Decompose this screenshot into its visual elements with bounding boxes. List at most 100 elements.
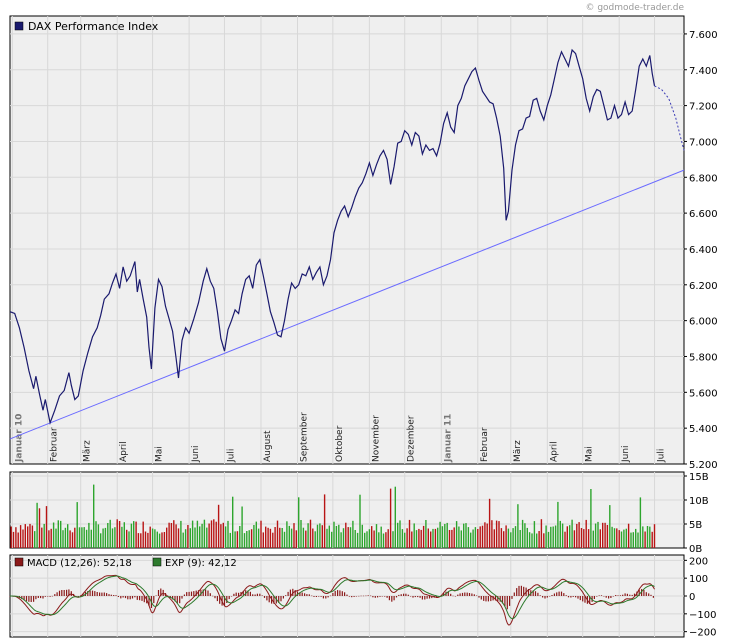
volume-bar <box>213 519 215 548</box>
volume-bar <box>500 528 503 548</box>
macd-histogram-bar <box>327 596 329 598</box>
macd-histogram-bar <box>403 593 405 596</box>
volume-bar <box>625 528 627 548</box>
macd-histogram-bar <box>113 595 115 596</box>
volume-bar <box>587 529 590 548</box>
macd-histogram-bar <box>464 592 466 596</box>
macd-histogram-bar <box>325 596 327 599</box>
macd-histogram-bar <box>351 596 353 598</box>
volume-bar <box>116 519 118 548</box>
volume-bar <box>64 527 67 548</box>
volume-bar <box>199 526 201 548</box>
volume-bar <box>208 523 210 548</box>
volume-bar <box>338 524 340 548</box>
volume-bar <box>394 486 396 548</box>
macd-histogram-bar <box>511 596 513 599</box>
macd-histogram-bar <box>499 596 501 602</box>
volume-bar <box>342 528 345 548</box>
macd-histogram-bar <box>450 593 452 596</box>
volume-bar <box>60 520 62 548</box>
macd-histogram-bar <box>37 596 39 598</box>
volume-bar <box>559 520 561 548</box>
volume-bar <box>319 523 321 548</box>
price-panel <box>9 15 685 465</box>
month-label: Juli <box>657 449 667 463</box>
volume-bar <box>653 524 656 548</box>
volume-bar <box>298 497 300 548</box>
macd-histogram-bar <box>141 596 143 601</box>
volume-bar <box>637 532 639 548</box>
macd-histogram-bar <box>546 596 548 598</box>
volume-bar <box>224 526 227 548</box>
month-label: September <box>300 412 310 462</box>
volume-bar <box>189 528 191 548</box>
macd-histogram-bar <box>174 596 176 602</box>
volume-bar <box>422 525 425 548</box>
volume-bar <box>573 530 576 548</box>
macd-histogram-bar <box>360 595 362 597</box>
volume-bar <box>411 531 413 548</box>
volume-bar <box>632 532 634 548</box>
macd-histogram-bar <box>610 596 612 598</box>
volume-bar <box>521 519 524 548</box>
volume-bar <box>276 520 279 548</box>
macd-histogram-bar <box>567 596 570 598</box>
macd-histogram-bar <box>431 596 433 599</box>
volume-bar <box>399 520 401 548</box>
volume-bar <box>458 526 460 548</box>
macd-histogram-bar <box>120 596 122 599</box>
volume-bar <box>446 522 448 548</box>
macd-histogram-bar <box>296 591 299 596</box>
volume-bar <box>547 531 550 548</box>
macd-histogram-bar <box>570 596 572 598</box>
macd-histogram-bar <box>332 593 334 596</box>
macd-histogram-bar <box>200 589 202 596</box>
volume-bar <box>481 525 484 548</box>
macd-histogram-bar <box>247 590 249 596</box>
volume-bar <box>536 533 538 548</box>
volume-bar <box>265 526 267 548</box>
macd-histogram-bar <box>320 596 322 597</box>
macd-histogram-bar <box>476 595 478 596</box>
macd-histogram-bar <box>315 596 317 597</box>
volume-bar <box>269 528 272 548</box>
macd-histogram-bar <box>188 591 190 596</box>
macd-histogram-bar <box>278 596 280 603</box>
macd-histogram-bar <box>480 596 482 600</box>
macd-histogram-bar <box>386 596 388 598</box>
macd-histogram-bar <box>42 596 44 599</box>
macd-histogram-bar <box>91 590 94 596</box>
price-y-tick-label: 6.800 <box>689 173 718 184</box>
volume-bar <box>260 520 262 548</box>
volume-bar <box>243 533 246 548</box>
price-y-tick-label: 6.400 <box>689 245 718 256</box>
macd-histogram-bar <box>447 591 449 596</box>
volume-bar <box>335 526 338 548</box>
volume-bar <box>606 525 609 548</box>
volume-bar <box>571 519 573 548</box>
macd-histogram-bar <box>66 589 68 596</box>
macd-histogram-bar <box>308 594 310 596</box>
volume-bar <box>300 520 302 548</box>
volume-bar <box>646 526 649 548</box>
volume-bar <box>279 527 281 548</box>
macd-histogram-bar <box>61 590 63 596</box>
macd-histogram-bar <box>551 595 553 596</box>
macd-histogram-bar <box>318 596 320 597</box>
volume-bar <box>356 532 359 548</box>
macd-histogram-bar <box>63 590 65 596</box>
macd-histogram-bar <box>155 595 157 596</box>
macd-histogram-bar <box>115 595 117 596</box>
volume-bar <box>180 520 182 548</box>
volume-y-ticks: 15B 10B 5B 0B <box>684 472 709 555</box>
macd-histogram-bar <box>560 591 563 596</box>
month-label: Mai <box>155 446 165 462</box>
volume-bar <box>38 508 41 548</box>
macd-histogram-bar <box>306 594 308 596</box>
macd-histogram-bar <box>600 595 603 596</box>
macd-histogram-bar <box>414 596 416 598</box>
volume-bar <box>477 529 479 548</box>
volume-bar <box>104 527 107 548</box>
macd-histogram-bar <box>49 596 51 597</box>
month-label: Juni <box>621 445 631 463</box>
